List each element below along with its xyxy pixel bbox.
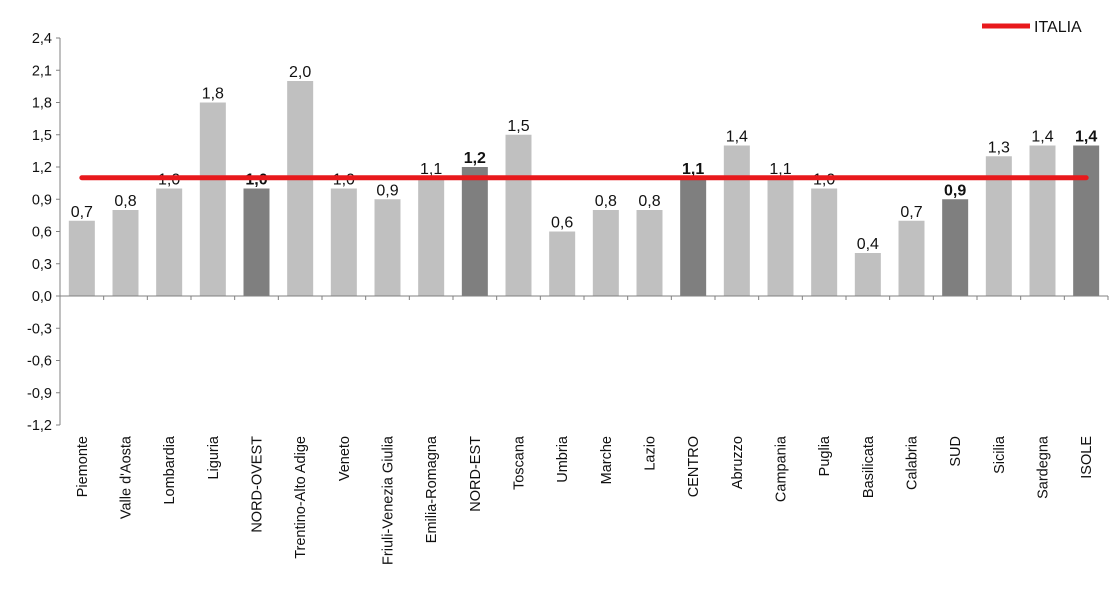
x-label-centro: CENTRO [686, 436, 702, 497]
y-tick-label: 0,6 [32, 225, 52, 241]
bar-lombardia [156, 188, 183, 296]
y-tick-label: 1,5 [32, 128, 52, 144]
x-label-sardegna: Sardegna [1036, 435, 1052, 499]
x-label-isole: ISOLE [1079, 436, 1095, 479]
value-label-toscana: 1,5 [507, 118, 529, 135]
bar-valle-d-aosta [112, 210, 139, 296]
y-tick-label: -0,3 [27, 321, 52, 337]
value-label-lazio: 0,8 [638, 193, 660, 210]
value-label-calabria: 0,7 [900, 204, 922, 221]
bar-trentino-alto-adige [287, 81, 314, 296]
value-label-emilia-romagna: 1,1 [420, 161, 442, 178]
bar-campania [767, 177, 794, 296]
y-tick-label: -1,2 [27, 418, 52, 434]
bar-nord-est [461, 167, 488, 296]
bar-veneto [330, 188, 357, 296]
bar-sud [942, 199, 969, 296]
bar-lazio [636, 210, 663, 296]
value-label-sud: 0,9 [944, 182, 966, 199]
value-label-abruzzo: 1,4 [726, 129, 748, 146]
bar-friuli-venezia-giulia [374, 199, 401, 296]
x-label-nord-est: NORD-EST [468, 436, 484, 512]
bar-sardegna [1029, 145, 1056, 296]
x-label-puglia: Puglia [817, 435, 833, 476]
x-label-abruzzo: Abruzzo [730, 436, 746, 489]
x-label-liguria: Liguria [206, 435, 222, 479]
bar-nord-ovest [243, 188, 270, 296]
x-label-sud: SUD [948, 436, 964, 467]
y-tick-label: 2,1 [32, 63, 52, 79]
x-label-lazio: Lazio [643, 436, 659, 471]
x-label-valle-d-aosta: Valle d'Aosta [119, 435, 135, 519]
value-label-umbria: 0,6 [551, 215, 573, 232]
value-label-sardegna: 1,4 [1031, 129, 1053, 146]
value-label-valle-d-aosta: 0,8 [114, 193, 136, 210]
value-label-liguria: 1,8 [202, 86, 224, 103]
x-label-marche: Marche [599, 436, 615, 484]
value-label-isole: 1,4 [1075, 129, 1097, 146]
y-axis-ticks: 2,4 2,1 1,8 1,5 1,2 0,9 0,6 0,3 0,0 -0,3 -0,6 -0,9 -… [27, 31, 60, 434]
y-tick-label: 0,3 [32, 257, 52, 273]
x-label-toscana: Toscana [512, 435, 528, 490]
y-tick-label: 0,9 [32, 192, 52, 208]
y-tick-label: 0,0 [32, 289, 52, 305]
value-label-nord-est: 1,2 [464, 150, 486, 167]
bar-puglia [811, 188, 838, 296]
x-axis-labels: Piemonte Valle d'Aosta Lombardia Liguria NOR… [75, 435, 1095, 565]
y-tick-label: -0,6 [27, 354, 52, 370]
x-label-umbria: Umbria [555, 435, 571, 483]
x-label-piemonte: Piemonte [75, 436, 91, 497]
value-label-piemonte: 0,7 [71, 204, 93, 221]
bar-abruzzo [723, 145, 750, 296]
y-tick-label: 2,4 [32, 31, 52, 47]
y-tick-label: -0,9 [27, 386, 52, 402]
value-label-friuli-venezia-giulia: 0,9 [376, 182, 398, 199]
value-label-centro: 1,1 [682, 161, 704, 178]
x-label-veneto: Veneto [337, 436, 353, 481]
bar-emilia-romagna [418, 177, 445, 296]
value-label-trentino-alto-adige: 2,0 [289, 64, 311, 81]
bar-basilicata [854, 253, 881, 296]
legend: ITALIA [982, 19, 1082, 36]
bars [68, 81, 1100, 296]
bar-toscana [505, 134, 532, 296]
x-label-friuli-venezia-giulia: Friuli-Venezia Giulia [381, 435, 397, 565]
value-label-campania: 1,1 [769, 161, 791, 178]
bar-umbria [549, 231, 576, 296]
axes [59, 38, 1109, 425]
bar-centro [680, 177, 707, 296]
bar-isole [1073, 145, 1100, 296]
value-label-marche: 0,8 [595, 193, 617, 210]
x-label-basilicata: Basilicata [861, 435, 877, 498]
y-tick-label: 1,8 [32, 96, 52, 112]
bar-liguria [199, 102, 226, 296]
x-label-sicilia: Sicilia [992, 435, 1008, 474]
value-label-sicilia: 1,3 [988, 139, 1010, 156]
x-label-trentino-alto-adige: Trentino-Alto Adige [293, 436, 309, 559]
x-label-emilia-romagna: Emilia-Romagna [424, 435, 440, 543]
value-label-basilicata: 0,4 [857, 236, 879, 253]
y-tick-label: 1,2 [32, 160, 52, 176]
legend-label-italia: ITALIA [1034, 19, 1082, 36]
x-label-nord-ovest: NORD-OVEST [250, 436, 266, 533]
x-label-campania: Campania [774, 435, 790, 502]
bar-marche [592, 210, 619, 296]
bar-piemonte [68, 220, 95, 296]
x-label-calabria: Calabria [905, 435, 921, 490]
bar-calabria [898, 220, 925, 296]
x-label-lombardia: Lombardia [162, 435, 178, 504]
